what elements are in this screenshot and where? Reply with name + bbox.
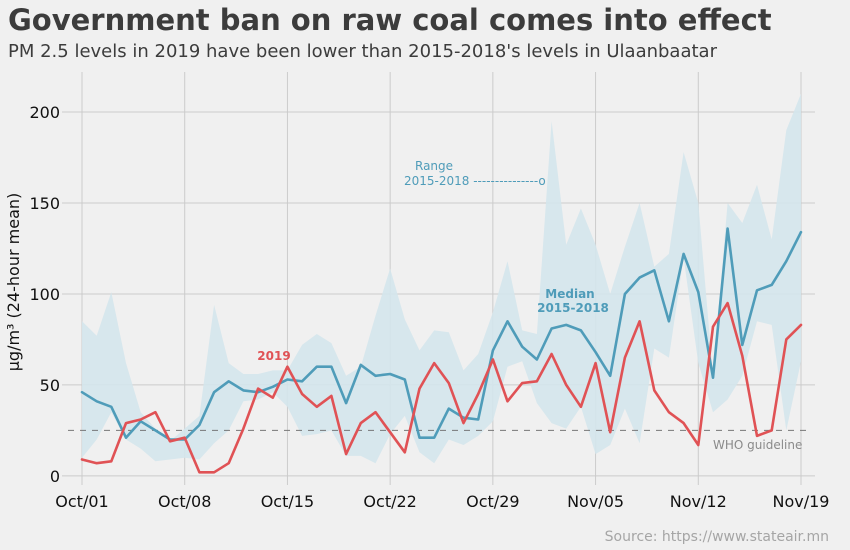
x-tick-label: Oct/22	[363, 492, 416, 511]
x-tick-label: Nov/12	[670, 492, 727, 511]
y-tick-label: 200	[29, 103, 60, 122]
chart-title: Government ban on raw coal comes into ef…	[8, 3, 772, 37]
y-tick-label: 100	[29, 285, 60, 304]
who-guideline-label: WHO guideline	[713, 438, 802, 452]
x-tick-label: Nov/05	[567, 492, 624, 511]
chart-subtitle: PM 2.5 levels in 2019 have been lower th…	[8, 41, 718, 62]
range-annotation-line1: Range	[415, 159, 453, 173]
series-line-y2019	[80, 301, 803, 474]
series-lines	[80, 227, 803, 474]
y2019-annotation: 2019	[257, 349, 290, 363]
y-tick-label: 50	[40, 376, 60, 395]
x-tick-label: Oct/29	[466, 492, 519, 511]
series-line-median	[80, 227, 803, 441]
y-tick-label: 150	[29, 194, 60, 213]
y-axis-label: μg/m³ (24-hour mean)	[4, 193, 23, 372]
source-note: Source: https://www.stateair.mn	[605, 529, 829, 545]
median-annotation-line1: Median	[545, 287, 594, 301]
x-tick-label: Nov/19	[773, 492, 830, 511]
x-axis-ticks: Oct/01 Oct/08 Oct/15 Oct/22 Oct/29 Nov/05 Nov/…	[55, 492, 829, 511]
y-tick-label: 0	[50, 467, 60, 486]
y-axis-ticks: 0 50 100 150 200	[29, 103, 60, 486]
range-annotation-line2: 2015-2018 ---------------o	[404, 174, 546, 188]
x-tick-label: Oct/08	[158, 492, 211, 511]
x-tick-label: Oct/01	[55, 492, 108, 511]
median-annotation-line2: 2015-2018	[537, 301, 609, 315]
x-tick-label: Oct/15	[261, 492, 314, 511]
